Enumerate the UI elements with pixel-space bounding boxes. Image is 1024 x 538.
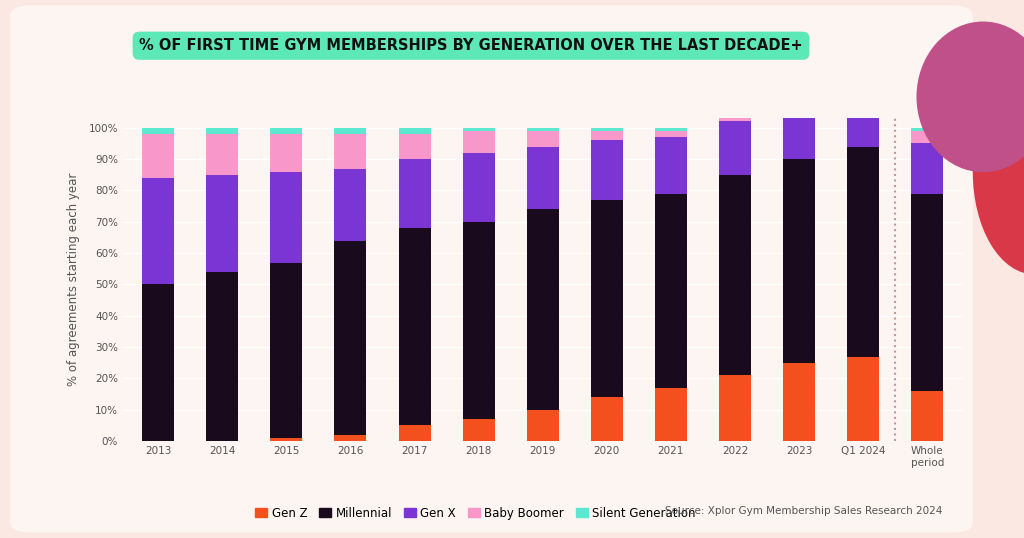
- Bar: [719, 115, 751, 122]
- Text: Source: Xplor Gym Membership Sales Research 2024: Source: Xplor Gym Membership Sales Resea…: [665, 506, 942, 516]
- Bar: [591, 200, 623, 397]
- Bar: [398, 128, 430, 134]
- Bar: [142, 134, 174, 178]
- Bar: [655, 194, 687, 388]
- Bar: [526, 131, 559, 146]
- Bar: [911, 144, 943, 194]
- Bar: [206, 134, 239, 175]
- Bar: [463, 128, 495, 131]
- Bar: [270, 134, 302, 172]
- Bar: [591, 397, 623, 441]
- Bar: [270, 128, 302, 134]
- Bar: [847, 357, 880, 441]
- Bar: [591, 131, 623, 140]
- Bar: [398, 134, 430, 159]
- Bar: [911, 128, 943, 131]
- Bar: [526, 146, 559, 209]
- Bar: [270, 263, 302, 438]
- Bar: [719, 376, 751, 441]
- Bar: [847, 100, 880, 146]
- Bar: [719, 112, 751, 115]
- Bar: [398, 426, 430, 441]
- Bar: [398, 228, 430, 426]
- Bar: [335, 435, 367, 441]
- Bar: [655, 128, 687, 131]
- Bar: [206, 175, 239, 272]
- Bar: [270, 172, 302, 263]
- Bar: [463, 222, 495, 419]
- Bar: [526, 410, 559, 441]
- Bar: [142, 285, 174, 441]
- Bar: [463, 131, 495, 153]
- Bar: [655, 137, 687, 194]
- Bar: [463, 153, 495, 222]
- Bar: [142, 128, 174, 134]
- Bar: [398, 159, 430, 228]
- Bar: [847, 90, 880, 93]
- Bar: [270, 438, 302, 441]
- Bar: [335, 134, 367, 168]
- Bar: [591, 140, 623, 200]
- Bar: [719, 122, 751, 175]
- Bar: [783, 103, 815, 109]
- Bar: [206, 128, 239, 134]
- Bar: [142, 178, 174, 285]
- Bar: [526, 209, 559, 410]
- Bar: [463, 419, 495, 441]
- Y-axis label: % of agreements starting each year: % of agreements starting each year: [68, 173, 80, 386]
- Bar: [206, 272, 239, 441]
- Bar: [719, 175, 751, 376]
- Bar: [911, 194, 943, 391]
- Bar: [911, 391, 943, 441]
- Legend: Gen Z, Millennial, Gen X, Baby Boomer, Silent Generation: Gen Z, Millennial, Gen X, Baby Boomer, S…: [251, 502, 700, 525]
- Bar: [783, 159, 815, 363]
- Bar: [847, 93, 880, 100]
- Bar: [783, 109, 815, 159]
- Bar: [335, 240, 367, 435]
- Bar: [655, 131, 687, 137]
- Bar: [911, 131, 943, 144]
- Bar: [847, 146, 880, 357]
- Bar: [335, 168, 367, 240]
- Bar: [783, 100, 815, 103]
- Bar: [783, 363, 815, 441]
- Text: % OF FIRST TIME GYM MEMBERSHIPS BY GENERATION OVER THE LAST DECADE+: % OF FIRST TIME GYM MEMBERSHIPS BY GENER…: [139, 38, 803, 53]
- Bar: [655, 388, 687, 441]
- Bar: [591, 128, 623, 131]
- Bar: [526, 128, 559, 131]
- Bar: [335, 128, 367, 134]
